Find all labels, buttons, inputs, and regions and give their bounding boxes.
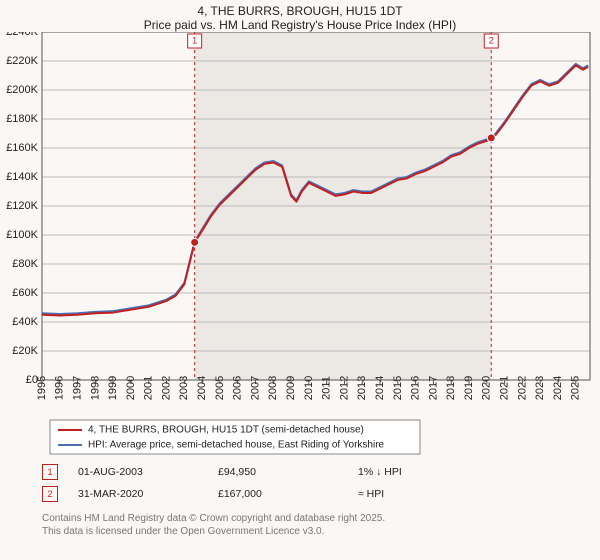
svg-text:1998: 1998 bbox=[89, 376, 101, 400]
svg-text:2025: 2025 bbox=[570, 376, 582, 400]
svg-text:£220K: £220K bbox=[6, 55, 38, 67]
svg-text:2022: 2022 bbox=[516, 376, 528, 400]
svg-text:2015: 2015 bbox=[392, 376, 404, 400]
svg-text:2002: 2002 bbox=[160, 376, 172, 400]
svg-text:£100K: £100K bbox=[6, 229, 38, 241]
svg-text:£40K: £40K bbox=[12, 316, 38, 328]
svg-text:£160K: £160K bbox=[6, 142, 38, 154]
footer-line: This data is licensed under the Open Gov… bbox=[42, 525, 558, 538]
svg-text:£200K: £200K bbox=[6, 84, 38, 96]
svg-text:2013: 2013 bbox=[356, 376, 368, 400]
svg-text:1996: 1996 bbox=[54, 376, 66, 400]
svg-text:2: 2 bbox=[489, 35, 494, 45]
svg-text:£80K: £80K bbox=[12, 258, 38, 270]
svg-text:2004: 2004 bbox=[196, 376, 208, 400]
svg-text:2009: 2009 bbox=[285, 376, 297, 400]
svg-text:2000: 2000 bbox=[125, 376, 137, 400]
svg-text:2017: 2017 bbox=[427, 376, 439, 400]
sale-marker-icon: 2 bbox=[42, 486, 58, 502]
svg-text:2008: 2008 bbox=[267, 376, 279, 400]
svg-text:1999: 1999 bbox=[107, 376, 119, 400]
sale-price: £94,950 bbox=[218, 466, 338, 478]
sale-hpi-delta: ≈ HPI bbox=[358, 488, 384, 500]
subtitle: Price paid vs. HM Land Registry's House … bbox=[0, 18, 600, 32]
svg-text:2020: 2020 bbox=[481, 376, 493, 400]
svg-text:1997: 1997 bbox=[71, 376, 83, 400]
sale-row: 1 01-AUG-2003 £94,950 1% ↓ HPI bbox=[42, 464, 558, 480]
address-title: 4, THE BURRS, BROUGH, HU15 1DT bbox=[0, 4, 600, 18]
svg-text:£140K: £140K bbox=[6, 171, 38, 183]
svg-text:2010: 2010 bbox=[303, 376, 315, 400]
sale-price: £167,000 bbox=[218, 488, 338, 500]
svg-text:2016: 2016 bbox=[410, 376, 422, 400]
svg-text:2014: 2014 bbox=[374, 376, 386, 400]
svg-text:£180K: £180K bbox=[6, 113, 38, 125]
footer-line: Contains HM Land Registry data © Crown c… bbox=[42, 512, 558, 525]
svg-text:2007: 2007 bbox=[249, 376, 261, 400]
svg-text:2021: 2021 bbox=[499, 376, 511, 400]
svg-text:1: 1 bbox=[192, 35, 197, 45]
sale-marker-icon: 1 bbox=[42, 464, 58, 480]
svg-text:2018: 2018 bbox=[445, 376, 457, 400]
sale-hpi-delta: 1% ↓ HPI bbox=[358, 466, 402, 478]
svg-text:2006: 2006 bbox=[232, 376, 244, 400]
svg-text:HPI: Average price, semi-detac: HPI: Average price, semi-detached house,… bbox=[88, 440, 385, 451]
svg-text:2001: 2001 bbox=[143, 376, 155, 400]
svg-text:2012: 2012 bbox=[338, 376, 350, 400]
svg-text:£120K: £120K bbox=[6, 200, 38, 212]
svg-text:£240K: £240K bbox=[6, 32, 38, 38]
svg-text:2003: 2003 bbox=[178, 376, 190, 400]
sale-date: 01-AUG-2003 bbox=[78, 466, 198, 478]
svg-text:2005: 2005 bbox=[214, 376, 226, 400]
sales-list: 1 01-AUG-2003 £94,950 1% ↓ HPI 2 31-MAR-2020 £… bbox=[0, 464, 600, 502]
svg-text:4, THE BURRS, BROUGH, HU15 1DT: 4, THE BURRS, BROUGH, HU15 1DT (semi-det… bbox=[88, 425, 364, 436]
price-chart: £0£20K£40K£60K£80K£100K£120K£140K£160K£1… bbox=[0, 32, 600, 458]
svg-text:2019: 2019 bbox=[463, 376, 475, 400]
sale-date: 31-MAR-2020 bbox=[78, 488, 198, 500]
svg-text:2023: 2023 bbox=[534, 376, 546, 400]
sale-row: 2 31-MAR-2020 £167,000 ≈ HPI bbox=[42, 486, 558, 502]
svg-text:£60K: £60K bbox=[12, 287, 38, 299]
svg-text:£20K: £20K bbox=[12, 345, 38, 357]
attribution-footer: Contains HM Land Registry data © Crown c… bbox=[0, 512, 600, 538]
svg-text:2024: 2024 bbox=[552, 376, 564, 400]
